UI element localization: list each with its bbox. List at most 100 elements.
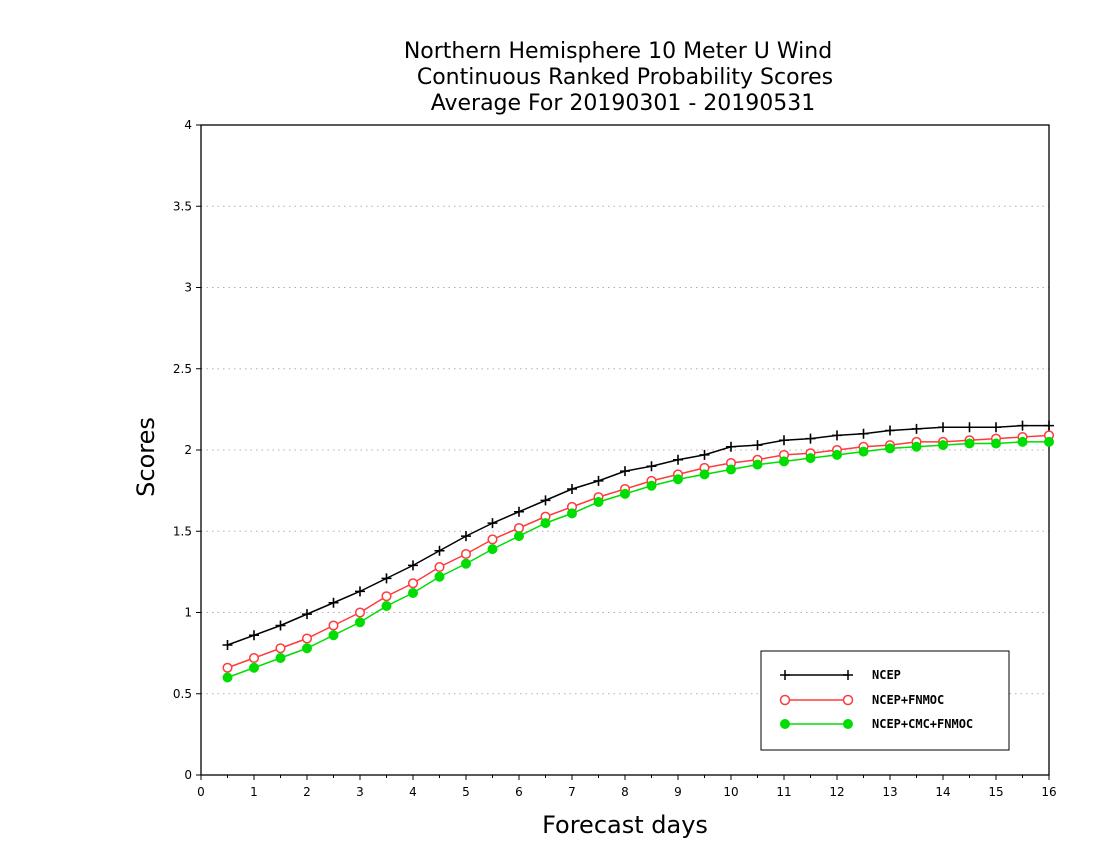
data-point-1 xyxy=(434,561,445,573)
x-tick-label: 4 xyxy=(409,785,417,799)
y-axis: 0 0.5 1 1.5 2 2.5 3 3.5 4 xyxy=(173,118,201,782)
data-point-0 xyxy=(222,640,233,650)
legend-item-ncep-fnmoc: NCEP+FNMOC xyxy=(779,693,944,707)
data-point-2 xyxy=(461,558,471,569)
y-tick-label: 0.5 xyxy=(173,687,192,701)
y-tick-label: 1.5 xyxy=(173,524,192,538)
series-1 xyxy=(222,430,1055,673)
data-point-1 xyxy=(328,620,339,631)
legend-marker-ncep-fnmoc-left xyxy=(779,694,791,706)
series-2 xyxy=(222,436,1054,683)
data-point-2 xyxy=(885,443,895,454)
data-point-0 xyxy=(858,428,869,439)
y-tick-label: 2 xyxy=(184,443,192,457)
legend-item-ncep-cmc-fnmoc: NCEP+CMC+FNMOC xyxy=(780,717,973,731)
data-point-2 xyxy=(1017,436,1028,447)
data-point-0 xyxy=(434,545,445,556)
data-point-2 xyxy=(805,453,816,464)
data-point-0 xyxy=(805,433,816,444)
x-tick-label: 6 xyxy=(515,785,523,799)
x-tick-label: 1 xyxy=(250,785,258,799)
data-point-0 xyxy=(752,440,763,451)
data-point-2 xyxy=(620,488,630,499)
data-point-0 xyxy=(991,422,1001,433)
data-point-2 xyxy=(487,544,498,555)
data-point-0 xyxy=(832,430,842,441)
x-tick-label: 11 xyxy=(776,785,791,799)
title-line-1: Northern Hemisphere 10 Meter U Wind xyxy=(404,39,832,64)
x-tick-label: 3 xyxy=(356,785,364,799)
data-point-0 xyxy=(593,475,604,486)
data-point-0 xyxy=(540,495,551,506)
data-point-2 xyxy=(752,459,763,470)
gridlines xyxy=(201,205,1049,695)
legend-marker-ncep-cmc-fnmoc-left xyxy=(780,719,790,729)
x-tick-label: 5 xyxy=(462,785,470,799)
data-point-2 xyxy=(779,456,789,467)
data-point-2 xyxy=(991,438,1001,449)
y-tick-label: 4 xyxy=(184,118,192,132)
legend-marker-ncep xyxy=(780,670,853,680)
data-point-2 xyxy=(1044,436,1054,447)
x-tick-label: 16 xyxy=(1041,785,1056,799)
y-tick-label: 2.5 xyxy=(173,362,192,376)
data-point-0 xyxy=(275,620,286,631)
data-point-0 xyxy=(885,425,895,436)
legend-label-ncep-fnmoc: NCEP+FNMOC xyxy=(872,693,944,707)
data-point-0 xyxy=(461,531,471,542)
data-point-2 xyxy=(858,446,869,457)
data-point-1 xyxy=(301,633,313,644)
data-point-1 xyxy=(222,662,233,673)
x-tick-label: 8 xyxy=(621,785,629,799)
data-point-0 xyxy=(302,609,312,620)
data-point-1 xyxy=(248,652,260,664)
data-point-2 xyxy=(249,662,259,673)
legend-item-ncep: NCEP xyxy=(780,668,901,682)
data-point-2 xyxy=(514,531,524,542)
data-point-2 xyxy=(673,474,683,485)
data-point-2 xyxy=(540,518,551,529)
data-point-1 xyxy=(407,578,419,589)
data-point-0 xyxy=(726,441,736,452)
y-tick-label: 0 xyxy=(184,768,192,782)
data-point-0 xyxy=(620,466,630,477)
x-tick-label: 14 xyxy=(935,785,950,799)
data-point-0 xyxy=(328,597,339,608)
legend-marker-ncep-fnmoc-right xyxy=(842,694,854,706)
data-point-2 xyxy=(408,588,418,598)
legend-marker-ncep-cmc-fnmoc-right xyxy=(843,719,853,729)
x-tick-label: 15 xyxy=(988,785,1003,799)
data-point-2 xyxy=(726,464,736,475)
data-point-0 xyxy=(646,461,657,472)
data-point-0 xyxy=(938,422,948,433)
data-point-0 xyxy=(673,454,683,465)
data-point-1 xyxy=(460,548,472,560)
data-point-2 xyxy=(355,617,365,628)
x-axis: 0 1 2 3 4 5 6 7 8 9 10 11 12 13 14 15 16 xyxy=(197,775,1057,799)
data-point-2 xyxy=(964,438,975,449)
series-line-1 xyxy=(227,434,1050,669)
series-0 xyxy=(222,420,1054,650)
chart-title: Northern Hemisphere 10 Meter U Wind Cont… xyxy=(404,39,833,116)
data-point-2 xyxy=(275,653,286,663)
data-point-2 xyxy=(593,497,604,507)
data-point-0 xyxy=(964,422,975,433)
title-line-3: Average For 20190301 - 20190531 xyxy=(431,91,816,116)
data-point-0 xyxy=(1017,420,1028,431)
x-tick-label: 10 xyxy=(723,785,738,799)
title-line-2: Continuous Ranked Probability Scores xyxy=(417,65,833,90)
data-point-0 xyxy=(567,484,577,494)
x-tick-label: 2 xyxy=(303,785,311,799)
data-point-2 xyxy=(434,571,445,582)
data-point-2 xyxy=(328,630,339,641)
data-point-1 xyxy=(275,643,286,654)
data-point-0 xyxy=(487,518,498,529)
x-tick-label: 0 xyxy=(197,785,205,799)
data-point-2 xyxy=(646,480,657,491)
data-point-2 xyxy=(911,441,922,452)
data-point-2 xyxy=(938,440,948,451)
x-tick-label: 12 xyxy=(829,785,844,799)
data-point-0 xyxy=(911,423,922,434)
x-tick-label: 7 xyxy=(568,785,576,799)
